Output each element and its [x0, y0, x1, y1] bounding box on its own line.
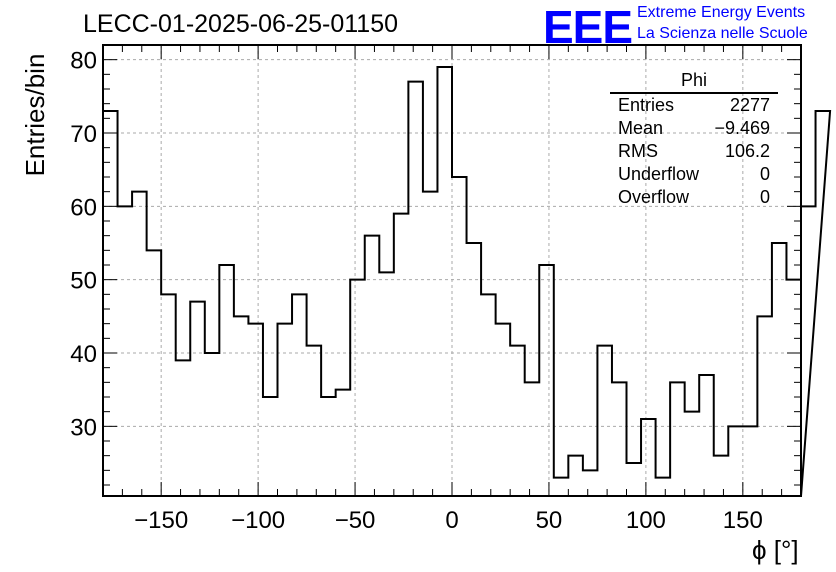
y-tick-label: 30 [70, 414, 97, 441]
stats-label: RMS [618, 141, 658, 161]
y-tick-label: 80 [70, 48, 97, 75]
stats-row-entries: Entries 2277 [610, 94, 778, 117]
x-tick-label: −50 [335, 507, 376, 534]
stats-value: 2277 [729, 95, 770, 115]
logo-line-2: La Scienza nelle Scuole [637, 25, 808, 42]
stats-row-overflow: Overflow 0 [610, 186, 778, 209]
stats-label: Entries [618, 95, 675, 115]
stats-value: 0 [759, 187, 770, 207]
stats-row-underflow: Underflow 0 [610, 163, 778, 186]
x-tick-label: 100 [626, 507, 666, 534]
stats-label: Mean [618, 118, 664, 138]
stats-row-rms: RMS 106.2 [610, 140, 778, 163]
y-tick-label: 60 [70, 194, 97, 221]
stats-value: −9.469 [714, 118, 770, 138]
y-tick-label: 50 [70, 268, 97, 295]
eee-logo: EEE [543, 1, 633, 53]
x-tick-label: −100 [231, 507, 285, 534]
x-axis-label: ϕ [°] [752, 535, 799, 565]
logo-line-1: Extreme Energy Events [637, 4, 806, 21]
x-tick-label: 50 [536, 507, 563, 534]
x-tick-label: 0 [445, 507, 458, 534]
stats-label: Overflow [618, 187, 690, 207]
chart-title: LECC-01-2025-06-25-01150 [83, 10, 399, 38]
y-tick-label: 40 [70, 341, 97, 368]
x-tick-label: 150 [723, 507, 763, 534]
histogram-series [102, 66, 832, 497]
y-axis-label: Entries/bin [20, 53, 50, 177]
stats-value: 106.2 [724, 141, 770, 161]
stats-box: Phi Entries 2277 Mean −9.469 RMS 106.2 U… [610, 70, 778, 209]
x-tick-label: −150 [134, 507, 188, 534]
stats-label: Underflow [618, 164, 700, 184]
stats-row-mean: Mean −9.469 [610, 117, 778, 140]
stats-name: Phi [610, 70, 778, 94]
stats-value: 0 [759, 164, 770, 184]
y-tick-label: 70 [70, 121, 97, 148]
